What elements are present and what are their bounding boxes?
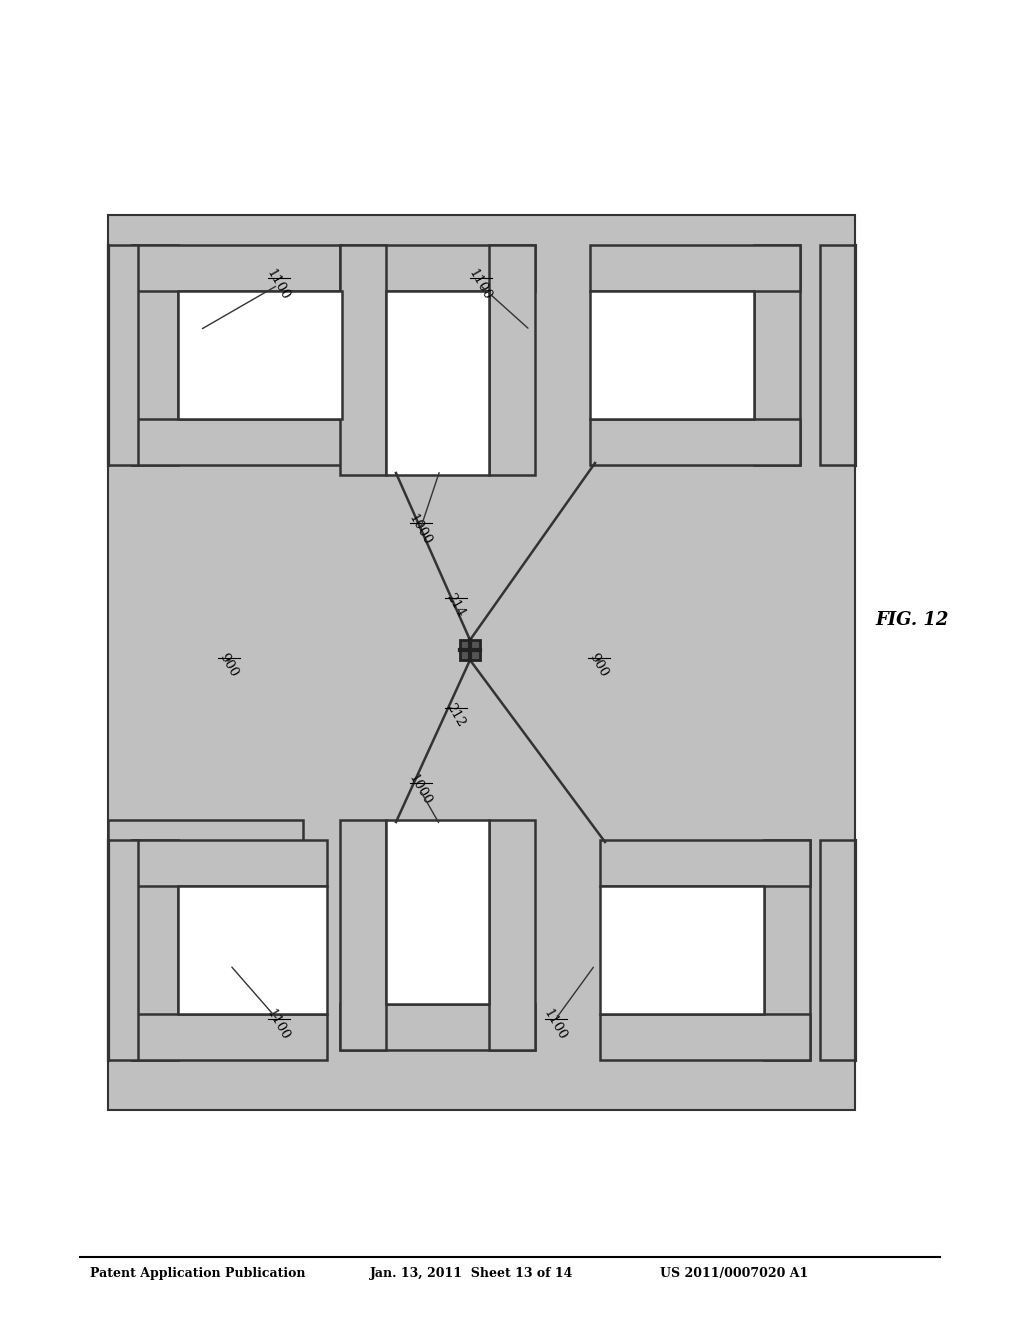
Bar bbox=[132, 840, 327, 886]
Bar bbox=[590, 418, 800, 465]
Text: 214: 214 bbox=[443, 591, 467, 619]
Bar bbox=[600, 886, 764, 1014]
Bar bbox=[820, 840, 855, 1060]
Text: 900: 900 bbox=[216, 651, 240, 680]
Bar bbox=[820, 246, 855, 465]
Text: US 2011/0007020 A1: US 2011/0007020 A1 bbox=[660, 1266, 808, 1279]
Bar bbox=[386, 290, 489, 475]
Bar bbox=[460, 640, 480, 660]
Bar bbox=[108, 215, 855, 1110]
Bar bbox=[132, 1014, 327, 1060]
Text: 1100: 1100 bbox=[466, 267, 494, 302]
Text: Jan. 13, 2011  Sheet 13 of 14: Jan. 13, 2011 Sheet 13 of 14 bbox=[370, 1266, 573, 1279]
Bar bbox=[132, 840, 178, 1060]
Text: 1000: 1000 bbox=[406, 772, 434, 808]
Bar bbox=[600, 840, 810, 886]
Bar bbox=[590, 246, 800, 290]
Bar bbox=[132, 418, 342, 465]
Bar bbox=[489, 246, 535, 475]
Bar bbox=[764, 840, 810, 1060]
Bar bbox=[132, 246, 342, 290]
Text: 900: 900 bbox=[586, 651, 610, 680]
Bar bbox=[590, 290, 754, 418]
Bar bbox=[386, 820, 489, 1005]
Text: 1100: 1100 bbox=[541, 1007, 569, 1043]
Text: 212: 212 bbox=[443, 701, 467, 729]
Text: 1000: 1000 bbox=[406, 512, 434, 548]
Bar bbox=[108, 840, 138, 1060]
Bar bbox=[108, 246, 138, 465]
Bar bbox=[178, 290, 342, 418]
Bar bbox=[489, 820, 535, 1049]
Text: 1100: 1100 bbox=[264, 1007, 292, 1043]
Bar bbox=[600, 1014, 810, 1060]
Text: FIG. 12: FIG. 12 bbox=[874, 611, 948, 630]
Bar bbox=[178, 886, 327, 1014]
Bar bbox=[340, 246, 535, 290]
Bar bbox=[132, 246, 178, 465]
Text: Patent Application Publication: Patent Application Publication bbox=[90, 1266, 305, 1279]
Bar bbox=[340, 820, 386, 1049]
Bar bbox=[108, 820, 303, 1049]
Bar bbox=[754, 246, 800, 465]
Text: 1100: 1100 bbox=[264, 267, 292, 302]
Bar bbox=[340, 246, 386, 475]
Bar bbox=[340, 1005, 535, 1049]
